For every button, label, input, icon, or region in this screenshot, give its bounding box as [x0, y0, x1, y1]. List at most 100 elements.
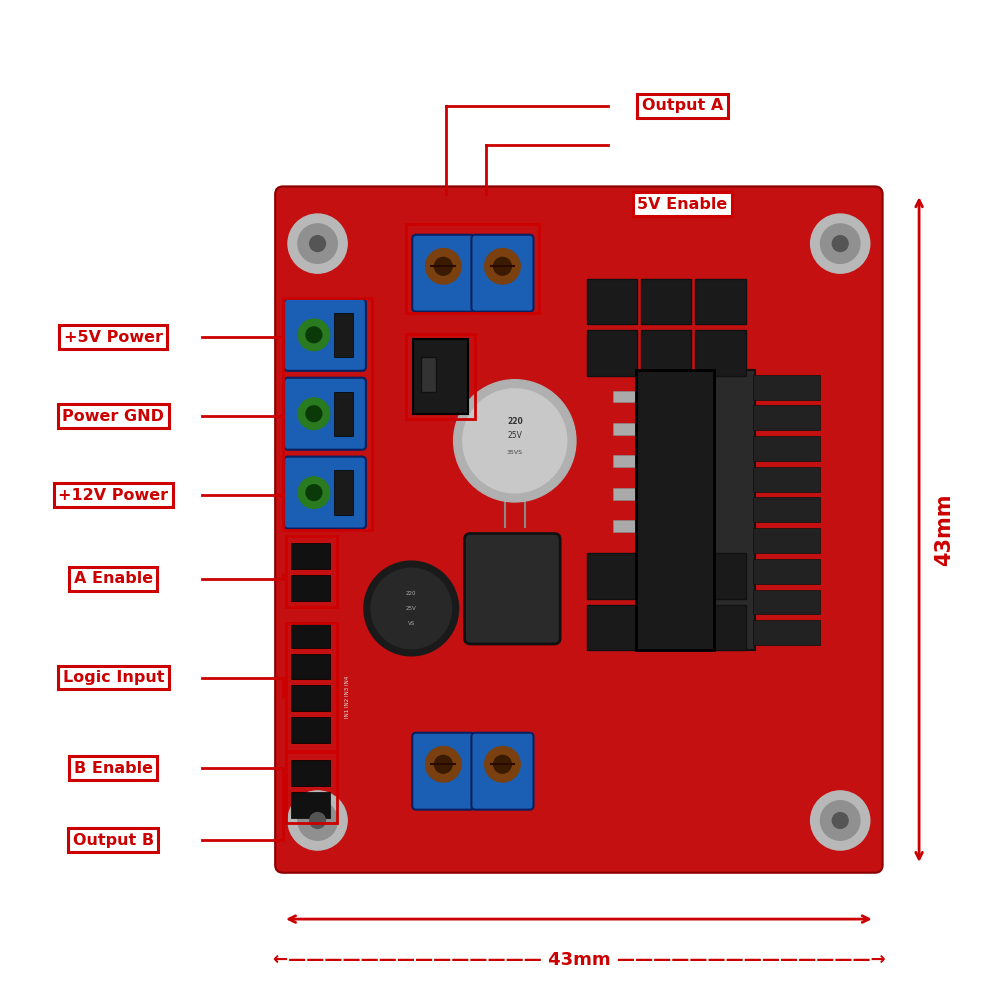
- Bar: [613, 585, 638, 597]
- FancyBboxPatch shape: [587, 279, 637, 324]
- FancyBboxPatch shape: [471, 235, 534, 312]
- Text: Logic Input: Logic Input: [63, 670, 164, 685]
- Bar: [613, 553, 638, 564]
- Circle shape: [485, 747, 520, 782]
- Circle shape: [832, 236, 848, 251]
- Bar: [334, 392, 353, 436]
- Text: 25V: 25V: [406, 606, 417, 611]
- Bar: [291, 717, 330, 743]
- Bar: [753, 528, 820, 553]
- Circle shape: [811, 791, 870, 850]
- Circle shape: [298, 319, 330, 351]
- FancyBboxPatch shape: [284, 299, 366, 371]
- FancyBboxPatch shape: [284, 457, 366, 529]
- Bar: [291, 792, 330, 818]
- FancyBboxPatch shape: [413, 339, 468, 414]
- Circle shape: [463, 389, 567, 493]
- Text: +5V Power: +5V Power: [64, 330, 163, 345]
- Circle shape: [371, 568, 451, 649]
- Circle shape: [820, 801, 860, 840]
- Text: 43mm: 43mm: [934, 493, 954, 566]
- Bar: [613, 423, 638, 435]
- FancyBboxPatch shape: [471, 733, 534, 810]
- Circle shape: [298, 477, 330, 508]
- Text: 220: 220: [507, 417, 523, 426]
- Circle shape: [426, 249, 461, 284]
- FancyBboxPatch shape: [695, 279, 746, 324]
- Circle shape: [811, 214, 870, 273]
- Circle shape: [832, 813, 848, 828]
- Text: 35VS: 35VS: [507, 450, 523, 455]
- Circle shape: [306, 327, 322, 343]
- FancyBboxPatch shape: [641, 553, 691, 599]
- Circle shape: [485, 249, 520, 284]
- Text: Output B: Output B: [73, 833, 154, 848]
- Bar: [291, 575, 330, 601]
- Bar: [286, 752, 337, 823]
- Circle shape: [434, 257, 452, 275]
- Circle shape: [494, 755, 511, 773]
- FancyBboxPatch shape: [412, 235, 474, 312]
- Circle shape: [298, 801, 337, 840]
- Bar: [613, 391, 638, 402]
- Circle shape: [310, 236, 325, 251]
- Circle shape: [426, 747, 461, 782]
- Text: 5V Enable: 5V Enable: [637, 197, 728, 212]
- Circle shape: [820, 224, 860, 263]
- FancyBboxPatch shape: [284, 378, 366, 450]
- Circle shape: [494, 257, 511, 275]
- Circle shape: [288, 791, 347, 850]
- Bar: [334, 470, 353, 515]
- FancyBboxPatch shape: [695, 553, 746, 599]
- Bar: [406, 334, 475, 419]
- Bar: [753, 590, 820, 614]
- Text: IN1 IN2 IN3 IN4: IN1 IN2 IN3 IN4: [345, 676, 350, 718]
- FancyBboxPatch shape: [587, 330, 637, 376]
- Text: 220: 220: [406, 591, 417, 596]
- FancyBboxPatch shape: [641, 330, 691, 376]
- Bar: [753, 436, 820, 461]
- Bar: [753, 375, 820, 400]
- Text: 25V: 25V: [507, 431, 522, 440]
- FancyBboxPatch shape: [587, 553, 637, 599]
- Bar: [286, 536, 337, 606]
- Text: A Enable: A Enable: [74, 571, 153, 586]
- FancyBboxPatch shape: [412, 733, 474, 810]
- Bar: [421, 357, 436, 392]
- FancyBboxPatch shape: [464, 534, 560, 644]
- FancyBboxPatch shape: [695, 605, 746, 650]
- FancyBboxPatch shape: [636, 370, 714, 650]
- Circle shape: [434, 755, 452, 773]
- Bar: [291, 760, 330, 786]
- FancyBboxPatch shape: [275, 186, 883, 873]
- Bar: [753, 620, 820, 645]
- Text: Output A: Output A: [642, 98, 723, 113]
- Bar: [291, 622, 330, 648]
- Bar: [753, 559, 820, 584]
- Bar: [291, 654, 330, 679]
- Text: B Enable: B Enable: [74, 761, 153, 776]
- Text: +12V Power: +12V Power: [58, 488, 169, 503]
- Bar: [613, 488, 638, 500]
- Text: ←—————————————— 43mm ——————————————→: ←—————————————— 43mm ——————————————→: [273, 951, 885, 969]
- Text: Power GND: Power GND: [62, 409, 164, 424]
- Circle shape: [306, 485, 322, 500]
- FancyBboxPatch shape: [587, 605, 637, 650]
- Circle shape: [310, 813, 325, 828]
- FancyBboxPatch shape: [641, 279, 691, 324]
- FancyBboxPatch shape: [715, 370, 755, 650]
- Bar: [291, 543, 330, 569]
- Bar: [753, 405, 820, 430]
- Bar: [613, 617, 638, 629]
- Circle shape: [364, 561, 459, 656]
- Bar: [753, 497, 820, 522]
- Bar: [283, 298, 372, 530]
- Circle shape: [288, 214, 347, 273]
- Circle shape: [306, 406, 322, 422]
- Bar: [286, 623, 337, 751]
- Bar: [291, 685, 330, 711]
- Text: VS: VS: [408, 621, 415, 626]
- Bar: [753, 467, 820, 492]
- Circle shape: [454, 380, 576, 502]
- Bar: [334, 313, 353, 357]
